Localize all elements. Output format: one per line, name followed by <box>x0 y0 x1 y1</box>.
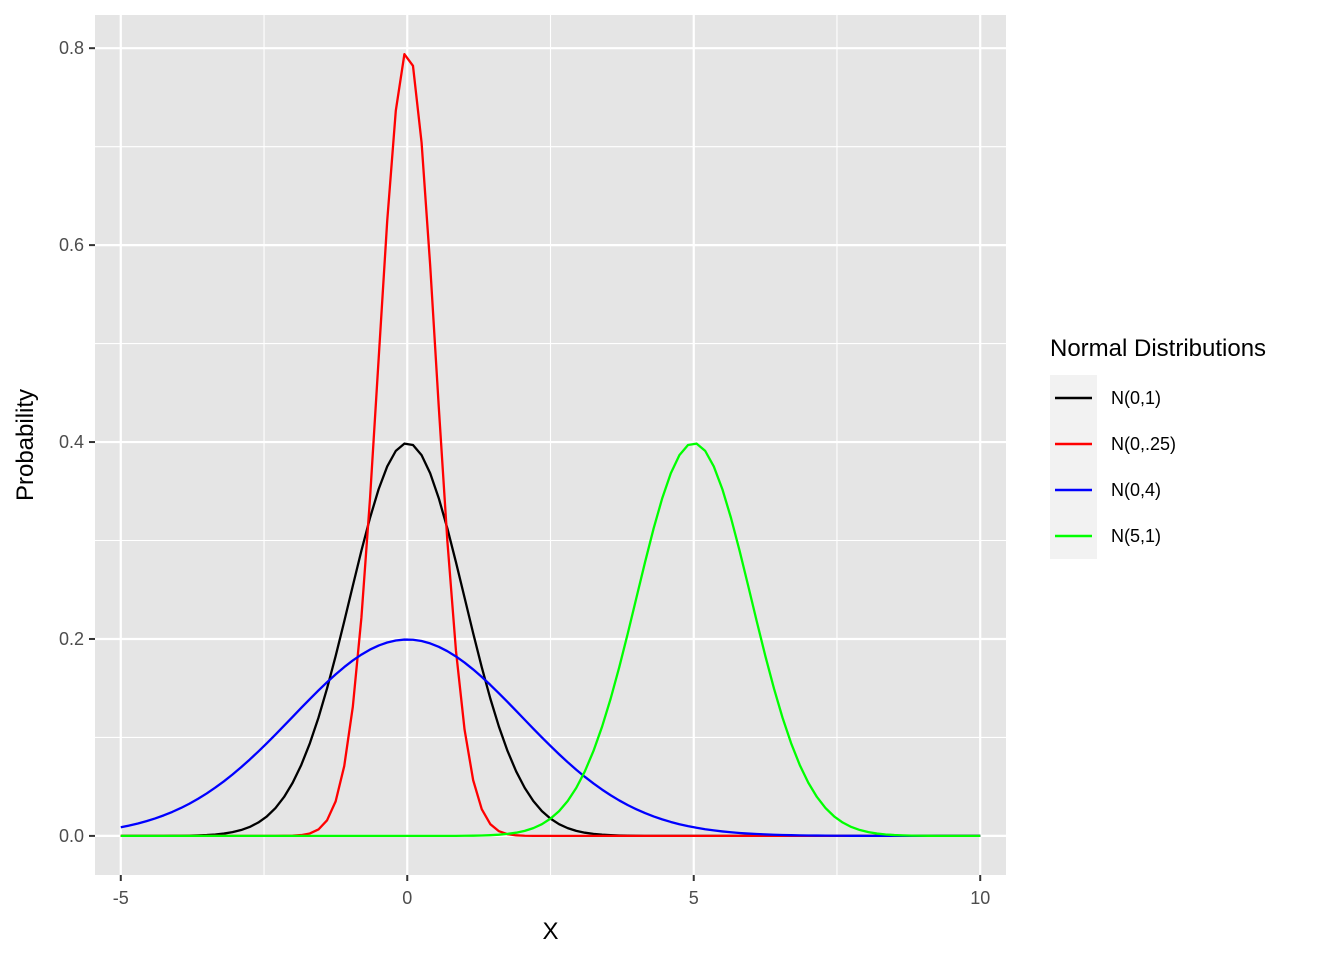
y-axis: 0.0 0.2 0.4 0.6 0.8 <box>59 38 95 846</box>
y-axis-title: Probability <box>12 389 39 501</box>
y-tick-label: 0.2 <box>59 629 84 649</box>
x-tick-label: 5 <box>689 888 699 908</box>
y-tick-label: 0.0 <box>59 826 84 846</box>
grid-minor <box>95 15 1006 875</box>
x-axis: -5 0 5 10 <box>113 875 990 908</box>
legend-label: N(0,1) <box>1111 388 1161 408</box>
legend-key-background <box>1050 375 1097 559</box>
x-axis-title: X <box>542 918 558 945</box>
series-line-3 <box>120 638 981 838</box>
x-tick-label: 0 <box>402 888 412 908</box>
x-tick-label: -5 <box>113 888 129 908</box>
y-tick-label: 0.8 <box>59 38 84 58</box>
legend-label: N(0,.25) <box>1111 434 1176 454</box>
legend-label: N(0,4) <box>1111 480 1161 500</box>
series-layer <box>120 53 981 838</box>
y-tick-label: 0.6 <box>59 235 84 255</box>
legend-title: Normal Distributions <box>1050 335 1266 362</box>
x-tick-label: 10 <box>970 888 990 908</box>
series-line-4 <box>120 442 981 838</box>
legend: Normal Distributions N(0,1) N(0,.25) N(0,4… <box>1050 335 1266 559</box>
y-tick-label: 0.4 <box>59 432 84 452</box>
legend-label: N(5,1) <box>1111 526 1161 546</box>
